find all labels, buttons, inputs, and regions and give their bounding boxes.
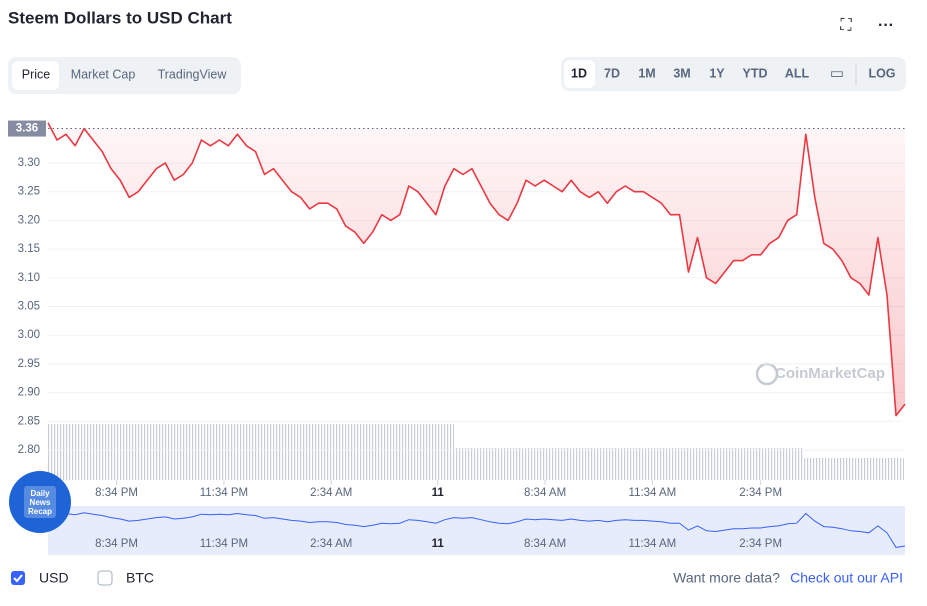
nav-tick-label: 11:34 AM [629, 538, 677, 550]
more-icon[interactable]: ··· [878, 17, 894, 34]
current-price-label: 3.36 [16, 123, 38, 135]
y-tick-label: 3.10 [18, 272, 40, 284]
price-line [47, 122, 906, 417]
tab-group [8, 57, 241, 94]
y-tick-label: 2.90 [18, 387, 40, 399]
watermark: CoinMarketCap [775, 365, 885, 382]
footer-text: Want more data? [673, 570, 780, 586]
title: Steem Dollars to USD Chart [8, 8, 232, 27]
tab[interactable]: TradingView [158, 67, 228, 81]
navigator [48, 506, 905, 555]
x-tick-label: 11 [432, 487, 445, 499]
currency[interactable]: USD [39, 570, 69, 586]
range-group [561, 57, 906, 91]
badge-text: Daily [30, 489, 50, 498]
volume [804, 458, 904, 480]
volume [454, 448, 804, 480]
nav-line [47, 511, 906, 548]
y-tick-label: 2.95 [18, 358, 40, 370]
range-button[interactable]: 7D [604, 66, 620, 80]
nav-tick-label: 2:34 PM [739, 538, 782, 550]
current-price-box [8, 120, 46, 137]
y-tick-label: 3.25 [18, 186, 40, 198]
y-tick-label: 3.30 [18, 157, 40, 169]
y-tick-label: 2.80 [18, 444, 40, 456]
log-toggle[interactable]: LOG [868, 66, 895, 80]
volume [48, 424, 454, 480]
y-tick-label: 3.15 [18, 243, 40, 255]
x-tick-label: 8:34 AM [524, 487, 566, 499]
range-button[interactable]: 1Y [709, 66, 725, 80]
x-tick-label: 11:34 AM [629, 487, 677, 499]
news-badge[interactable] [9, 471, 71, 533]
checkbox[interactable] [97, 570, 113, 586]
tab[interactable]: Price [22, 67, 51, 81]
y-tick-label: 3.20 [18, 214, 40, 226]
range-button[interactable]: YTD [743, 66, 768, 80]
nav-tick-label: 11:34 PM [200, 538, 248, 550]
x-tick-label: 8:34 PM [95, 487, 138, 499]
y-tick-label: 3.00 [18, 329, 40, 341]
nav-tick-label: 8:34 AM [524, 538, 566, 550]
nav-tick-label: 11 [432, 538, 445, 550]
x-tick-label: 2:34 AM [310, 487, 352, 499]
area [48, 122, 905, 416]
range-button[interactable]: ALL [785, 66, 810, 80]
badge-text: News [30, 498, 51, 507]
tab[interactable]: Market Cap [71, 67, 136, 81]
tab-active [12, 61, 59, 90]
badge-text: Recap [28, 507, 52, 516]
calendar-icon[interactable]: ▭ [830, 65, 844, 82]
fullscreen-icon[interactable]: ⛶ [840, 17, 852, 34]
api-link[interactable]: Check out our API [790, 570, 903, 586]
check [13, 574, 23, 583]
nav-tick-label: 2:34 AM [310, 538, 352, 550]
range-active [564, 60, 595, 88]
nav-tick-label: 8:34 PM [95, 538, 138, 550]
range-button[interactable]: 3M [673, 66, 690, 80]
badge-box [24, 486, 56, 518]
x-tick-label: 11:34 PM [200, 487, 248, 499]
x-tick-label: 2:34 PM [739, 487, 782, 499]
range-button[interactable]: 1D [571, 66, 587, 80]
range-button[interactable]: 1M [638, 66, 655, 80]
checkbox-checked[interactable] [11, 571, 25, 585]
currency[interactable]: BTC [126, 570, 154, 586]
y-tick-label: 2.85 [18, 415, 40, 427]
y-tick-label: 3.05 [18, 301, 40, 313]
